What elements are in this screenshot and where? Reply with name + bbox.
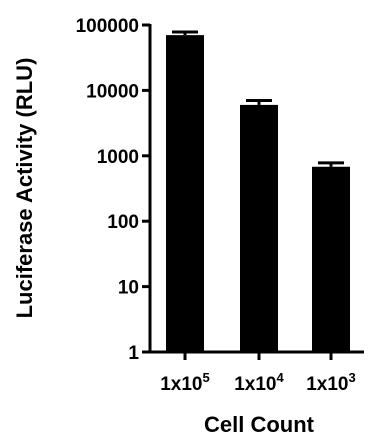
x-tick-label-1: 1x105 bbox=[160, 370, 210, 395]
y-tick-label-2: 10 bbox=[118, 278, 139, 299]
error-bars-group bbox=[172, 30, 344, 167]
x-axis: 1x105 1x104 1x103 bbox=[148, 350, 364, 395]
y-tick-label-3: 100 bbox=[107, 212, 139, 233]
bar-3 bbox=[312, 166, 350, 352]
y-tick-label-4: 1000 bbox=[97, 147, 139, 168]
y-axis: 1 10 100 1000 10000 100000 bbox=[76, 16, 152, 364]
x-tick-label-2: 1x104 bbox=[234, 370, 284, 395]
bar-1 bbox=[166, 35, 204, 353]
y-tick-label-1: 1 bbox=[128, 343, 139, 364]
y-tick-label-5: 10000 bbox=[86, 81, 139, 102]
bars-group bbox=[166, 35, 350, 353]
bar-2 bbox=[240, 104, 278, 352]
y-tick-label-6: 100000 bbox=[76, 16, 139, 37]
x-tick-label-3: 1x103 bbox=[306, 370, 356, 395]
y-axis-title: Luciferase Activity (RLU) bbox=[12, 58, 37, 319]
x-axis-title: Cell Count bbox=[204, 412, 315, 437]
